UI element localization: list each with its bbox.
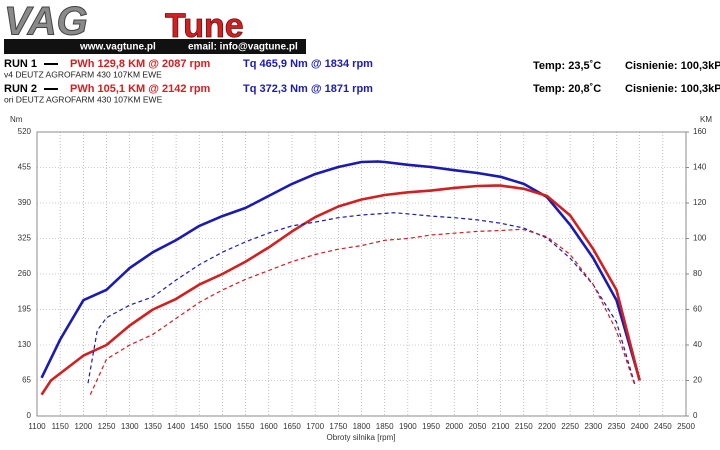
x-tick-label: 2200 <box>538 422 556 431</box>
email: email: info@vagtune.pl <box>188 42 298 53</box>
run-torque: Tq 465,9 Nm @ 1834 rpm <box>243 58 373 70</box>
run-temp: Temp: 20,8˚C <box>533 83 601 95</box>
run-power: PWh 129,8 KM @ 2087 rpm <box>70 58 211 70</box>
y-tick-label: 130 <box>18 340 32 349</box>
x-tick-label: 2050 <box>468 422 486 431</box>
x-axis-title: Obroty silnika [rpm] <box>327 433 396 442</box>
x-tick-label: 1500 <box>214 422 232 431</box>
x-tick-label: 2150 <box>515 422 533 431</box>
y-tick-label: 260 <box>18 269 32 278</box>
x-tick-label: 1650 <box>283 422 301 431</box>
x-tick-label: 2250 <box>561 422 579 431</box>
run-torque: Tq 372,3 Nm @ 1871 rpm <box>243 83 373 95</box>
x-tick-label: 1450 <box>190 422 208 431</box>
x-tick-label: 1250 <box>98 422 116 431</box>
y2-tick-label: 100 <box>693 234 707 243</box>
y2-tick-label: 0 <box>693 411 698 420</box>
x-tick-label: 1550 <box>237 422 255 431</box>
y-tick-label: 0 <box>27 411 32 420</box>
y-tick-label: 325 <box>18 234 32 243</box>
x-tick-label: 1350 <box>144 422 162 431</box>
run-label: RUN 2 <box>4 83 37 95</box>
x-tick-label: 1700 <box>306 422 324 431</box>
website: www.vagtune.pl <box>79 42 156 53</box>
y2-tick-label: 60 <box>693 305 702 314</box>
curve <box>40 184 641 396</box>
x-tick-label: 2100 <box>492 422 510 431</box>
x-tick-label: 1750 <box>329 422 347 431</box>
curve <box>87 212 636 386</box>
x-tick-label: 1300 <box>121 422 139 431</box>
y-axis-title: Nm <box>10 115 23 124</box>
run-desc: ori DEUTZ AGROFARM 430 107KM EWE <box>4 94 163 104</box>
x-tick-label: 1200 <box>74 422 92 431</box>
run-label: RUN 1 <box>4 58 37 70</box>
x-tick-label: 2400 <box>631 422 649 431</box>
y2-tick-label: 140 <box>693 163 707 172</box>
y2-tick-label: 20 <box>693 376 702 385</box>
run-desc: v4 DEUTZ AGROFARM 430 107KM EWE <box>4 69 162 79</box>
y2-tick-label: 120 <box>693 198 707 207</box>
x-tick-label: 1100 <box>28 422 46 431</box>
y2-tick-label: 80 <box>693 269 702 278</box>
curve <box>40 160 641 381</box>
logo-tune: Tune <box>165 7 244 45</box>
run-pressure: Cisnienie: 100,3kPa <box>625 60 720 72</box>
x-tick-label: 1850 <box>376 422 394 431</box>
y2-axis-title: KM <box>700 115 712 124</box>
logo-vag: VAG <box>4 0 88 44</box>
x-tick-label: 1950 <box>422 422 440 431</box>
x-tick-label: 2300 <box>584 422 602 431</box>
x-tick-label: 1400 <box>167 422 185 431</box>
y-tick-label: 520 <box>18 127 32 136</box>
y2-tick-label: 160 <box>693 127 707 136</box>
x-tick-label: 2450 <box>654 422 672 431</box>
x-tick-label: 2500 <box>677 422 695 431</box>
x-tick-label: 1150 <box>52 422 70 431</box>
x-tick-label: 2000 <box>445 422 463 431</box>
logo-bar <box>4 39 306 54</box>
y-tick-label: 390 <box>18 198 32 207</box>
run-pressure: Cisnienie: 100,3kPa <box>625 83 720 95</box>
x-tick-label: 1800 <box>353 422 371 431</box>
x-tick-label: 1600 <box>260 422 278 431</box>
y-tick-label: 65 <box>22 376 31 385</box>
run-power: PWh 105,1 KM @ 2142 rpm <box>70 83 211 95</box>
run-temp: Temp: 23,5˚C <box>533 60 601 72</box>
y-tick-label: 455 <box>18 163 32 172</box>
x-tick-label: 2350 <box>608 422 626 431</box>
x-tick-label: 1900 <box>399 422 417 431</box>
curve <box>89 228 636 395</box>
y-tick-label: 195 <box>18 305 32 314</box>
y2-tick-label: 40 <box>693 340 702 349</box>
